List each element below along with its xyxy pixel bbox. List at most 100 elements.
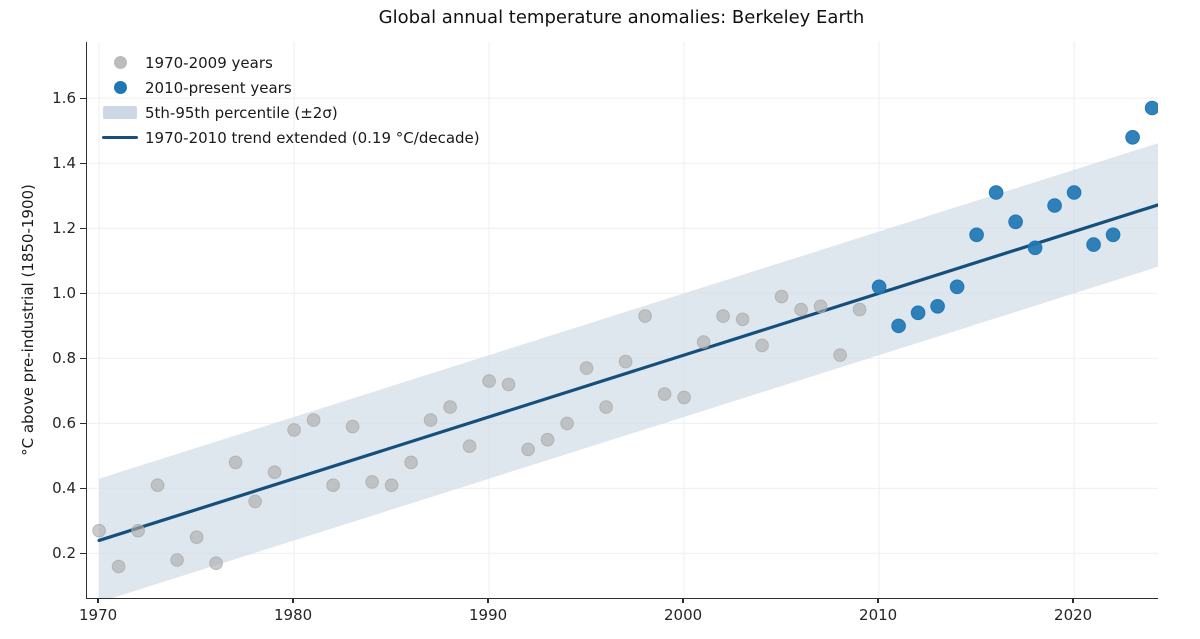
y-tick-label: 0.2: [52, 544, 76, 563]
data-point-gray: [248, 494, 262, 509]
x-tick-mark: [487, 598, 489, 603]
x-tick-label: 2010: [859, 606, 898, 624]
legend-label: 1970-2009 years: [145, 53, 273, 72]
data-point-gray: [677, 390, 691, 405]
y-tick-mark: [80, 227, 86, 230]
chart-canvas: [87, 42, 1158, 598]
chart-title: Global annual temperature anomalies: Ber…: [378, 7, 865, 28]
y-tick-mark: [80, 422, 86, 425]
data-point-gray: [365, 475, 379, 489]
legend: 1970-2009 years 2010-present years 5th-9…: [99, 50, 480, 150]
data-point-gray: [852, 302, 867, 317]
x-tick-label: 1990: [469, 606, 508, 624]
data-point-blue: [871, 279, 887, 295]
data-point-gray: [774, 289, 789, 304]
data-point-gray: [111, 559, 126, 574]
x-tick-label: 1970: [78, 606, 118, 624]
data-point-gray: [579, 361, 594, 375]
x-tick-mark: [97, 598, 99, 603]
data-point-gray: [813, 299, 828, 314]
legend-label: 1970-2010 trend extended (0.19 °C/decade…: [145, 128, 480, 147]
data-point-gray: [306, 413, 321, 427]
x-tick-mark: [682, 598, 684, 603]
data-point-gray: [384, 478, 399, 493]
data-point-gray: [560, 416, 574, 431]
data-point-gray: [482, 374, 496, 388]
data-point-blue: [949, 279, 965, 295]
data-point-gray: [326, 478, 340, 493]
data-point-gray: [716, 309, 730, 323]
gray-dot-icon: [113, 56, 127, 69]
data-point-gray: [209, 556, 223, 571]
data-point-blue: [910, 305, 926, 321]
data-point-blue: [969, 227, 984, 243]
data-point-gray: [131, 523, 145, 538]
band-patch-icon: [103, 106, 137, 119]
y-tick-mark: [80, 487, 86, 490]
data-point-gray: [287, 423, 301, 437]
y-tick-mark: [80, 357, 86, 360]
x-tick-mark: [877, 598, 879, 603]
y-tick-mark: [80, 97, 86, 99]
data-point-blue: [988, 185, 1004, 200]
data-point-gray: [150, 478, 165, 493]
data-point-gray: [443, 400, 457, 414]
data-point-blue: [1027, 240, 1043, 256]
y-tick-label: 1.2: [52, 219, 76, 238]
x-tick-mark: [292, 598, 294, 603]
data-point-gray: [189, 530, 204, 545]
data-point-blue: [1144, 100, 1158, 116]
x-tick-label: 2020: [1054, 606, 1093, 624]
data-point-gray: [794, 302, 808, 317]
legend-item-blue-years: 2010-present years: [99, 75, 480, 100]
blue-dot-icon: [113, 81, 127, 94]
data-point-gray: [92, 523, 106, 538]
data-point-blue: [891, 318, 906, 334]
data-point-blue: [1008, 214, 1023, 230]
y-tick-label: 0.4: [52, 479, 76, 498]
data-point-gray: [228, 455, 243, 470]
data-point-gray: [501, 377, 516, 392]
y-tick-mark: [80, 292, 86, 295]
y-tick-label: 0.6: [52, 414, 76, 433]
data-point-gray: [657, 387, 672, 401]
data-point-gray: [267, 465, 282, 480]
data-point-gray: [521, 442, 535, 457]
data-point-gray: [696, 335, 711, 349]
trend-line: [97, 203, 1158, 543]
x-tick-mark: [1072, 598, 1074, 603]
x-tick-label: 2000: [664, 606, 703, 624]
data-point-blue: [1047, 198, 1062, 213]
y-tick-mark: [80, 552, 86, 555]
percentile-band: [99, 143, 1158, 598]
data-point-blue: [1066, 185, 1082, 200]
data-point-blue: [1105, 227, 1121, 243]
data-point-gray: [170, 553, 184, 567]
data-point-gray: [599, 400, 613, 414]
data-point-gray: [462, 439, 477, 454]
data-point-gray: [735, 312, 750, 327]
legend-item-gray-years: 1970-2009 years: [99, 50, 480, 75]
data-point-blue: [1086, 237, 1101, 252]
data-point-gray: [618, 354, 633, 369]
y-tick-label: 1.6: [52, 89, 76, 108]
x-tick-label: 1980: [274, 606, 313, 624]
y-tick-label: 1.0: [52, 284, 76, 303]
data-point-blue: [1125, 130, 1140, 145]
y-tick-label: 0.8: [52, 349, 76, 368]
legend-item-trend-line: 1970-2010 trend extended (0.19 °C/decade…: [99, 125, 480, 150]
data-point-gray: [345, 419, 360, 434]
data-point-gray: [638, 309, 652, 323]
y-tick-label: 1.4: [52, 154, 76, 173]
legend-label: 2010-present years: [145, 78, 292, 97]
data-point-gray: [833, 348, 847, 362]
legend-item-percentile-band: 5th-95th percentile (±2σ): [99, 100, 480, 125]
y-tick-mark: [80, 162, 86, 165]
trend-line-icon: [102, 135, 138, 140]
data-point-gray: [423, 413, 438, 427]
data-point-gray: [404, 455, 418, 470]
data-point-gray: [755, 338, 769, 353]
data-point-blue: [930, 299, 945, 314]
plot-area: 1970-2009 years 2010-present years 5th-9…: [86, 42, 1158, 599]
